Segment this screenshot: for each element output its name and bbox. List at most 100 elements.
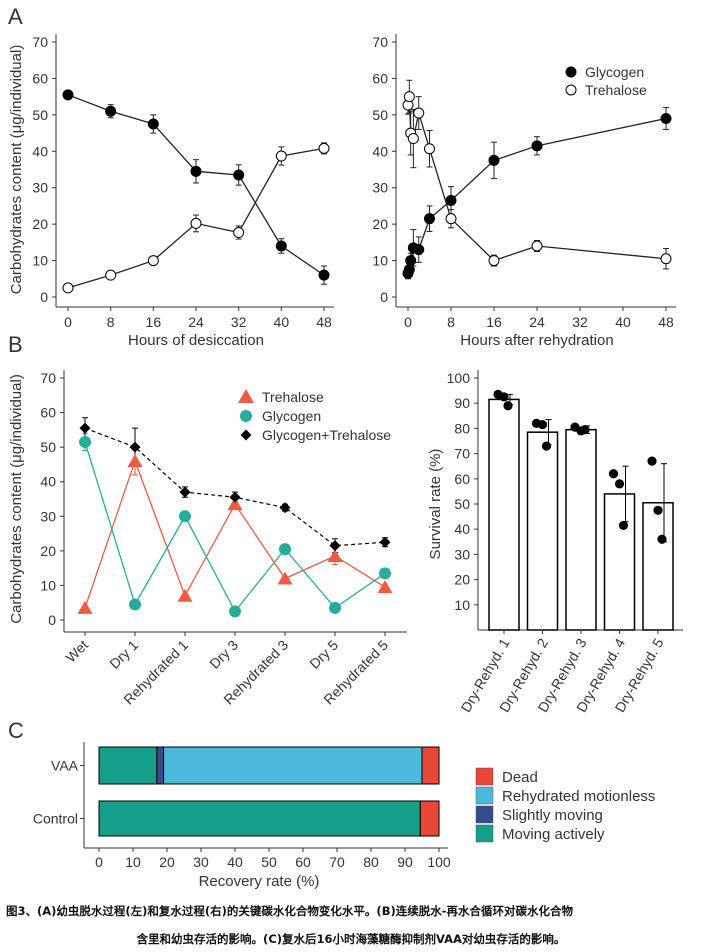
panel-a-left-glycogen-series-point (62, 89, 74, 101)
panel-a-left-x-tick-label: 40 (274, 314, 290, 330)
panel-b-left-trehalose-point (377, 580, 393, 594)
panel-c-legend-swatch (475, 805, 494, 824)
panel-b-left-total-series-line (84, 427, 386, 547)
panel-c-x-tick-label: 0 (95, 854, 103, 870)
panel-b-right-bar (526, 431, 559, 631)
panel-a-right-trehalose-series-point (488, 255, 500, 267)
panel-b-left-x-tick-label: Dry 5 (306, 637, 341, 672)
panel-b-left-glycogen-point (329, 601, 341, 614)
panel-c-segment-dead (421, 746, 440, 785)
panel-a-right-y-tick-label: 10 (372, 253, 388, 269)
panel-c-legend-label: Dead (502, 769, 538, 786)
panel-b-left-total-point (279, 502, 291, 514)
panel-b-left-total-point (379, 536, 391, 548)
panel-a-right-glycogen-series-point (413, 244, 425, 256)
panel-a-right-trehalose-series-point (424, 143, 435, 155)
panel-b-left-x-tick-label: Wet (62, 637, 91, 666)
panel-b-right-y-tick-label: 80 (454, 420, 470, 436)
panel-a-right-y-tick-label: 50 (372, 107, 388, 123)
panel-a-right-x-tick-label: 32 (572, 314, 588, 330)
figure-caption-line-2: 含里和幼虫存活的影响。(C)复水后16小时海藻糖酶抑制剂VAA对幼虫存活的影响。 (136, 932, 566, 946)
panel-b-left-legend-label: Glycogen+Trehalose (262, 427, 391, 443)
panel-a-left-x-tick-label: 0 (64, 314, 72, 330)
panel-c-legend-swatch (475, 824, 494, 843)
panel-b-right-replicate-point (537, 420, 548, 430)
panel-b-right-y-tick-label: 60 (454, 471, 470, 487)
panel-b-left-glycogen-series-line (84, 441, 386, 613)
panel-a-right-y-tick-label: 20 (372, 216, 388, 232)
panel-b-right-replicate-point (499, 392, 509, 402)
panel-a-left-trehalose-series-point (62, 282, 74, 294)
panel-b-left-y-tick-label: 0 (48, 612, 56, 628)
panel-a-left-trehalose-series-point (275, 150, 287, 162)
panel-a-left-glycogen-series-point (147, 118, 159, 130)
panel-letter-b: B (8, 332, 23, 357)
panel-c-x-tick-label: 40 (227, 854, 243, 870)
panel-a-right-y-tick-label: 60 (372, 70, 388, 86)
panel-c-segment-dead (419, 800, 440, 837)
panel-a-right-trehalose-series-line (407, 96, 667, 262)
panel-b-right-replicate-point (618, 520, 629, 531)
panel-a-left-y-tick-label: 70 (32, 34, 48, 50)
panel-letter-a: A (8, 4, 23, 29)
panel-b-left-y-tick-label: 10 (40, 577, 56, 593)
panel-a-right-x-tick-label: 0 (404, 314, 412, 330)
panel-b-right-y-tick-label: 70 (454, 446, 470, 462)
panel-b-right-bar (488, 398, 520, 631)
panel-a-right-trehalose-series-point (403, 91, 415, 103)
panel-a-right-x-tick-label: 8 (447, 314, 455, 330)
panel-a-left-glycogen-series-point (318, 269, 330, 281)
panel-b-left-y-axis-label: Carbohydrates content (μg/individual) (8, 374, 25, 624)
panel-c-segment-moving-actively (98, 800, 421, 837)
panel-b-right-replicate-point (614, 479, 625, 489)
panel-a-right-glycogen-series-point (424, 213, 435, 225)
panel-a-right-glycogen-series-point (531, 140, 543, 152)
panel-b-right-y-tick-label: 100 (447, 370, 471, 386)
panel-b-right-replicate-point (647, 456, 657, 466)
panel-a-left-y-tick-label: 60 (32, 70, 48, 86)
panel-b-left-legend-marker-glycogen (240, 410, 252, 422)
panel-a-left-glycogen-series-point (105, 105, 117, 117)
panel-c-y-tick-label: VAA (51, 758, 79, 774)
panel-a-right-trehalose-series-point (531, 240, 543, 252)
panel-c-legend-label: Moving actively (502, 826, 605, 843)
panel-b-right-y-tick-label: 10 (454, 597, 470, 613)
panel-c-x-tick-label: 70 (329, 854, 345, 870)
panel-c-x-tick-label: 80 (363, 854, 379, 870)
panel-b-left-trehalose-point (127, 453, 143, 467)
panel-b-left-y-tick-label: 40 (40, 474, 56, 490)
panel-c-segment-moving-actively (98, 746, 158, 785)
panel-c-legend-label: Rehydrated motionless (502, 788, 655, 805)
panel-b-right-y-tick-label: 90 (454, 395, 470, 411)
panel-b-left-legend-label: Trehalose (262, 389, 324, 405)
panel-a-left-trehalose-series-point (147, 255, 159, 267)
panel-a-right-glycogen-series-point (488, 154, 500, 166)
panel-a-left-x-axis-label: Hours of desiccation (128, 332, 264, 349)
panel-b-right-bar (642, 501, 674, 631)
panel-a-left-y-axis-label: Carbohydrates content (μg/individual) (8, 45, 25, 295)
panel-a-right-y-tick-label: 40 (372, 143, 388, 159)
panel-c-legend-swatch (475, 786, 494, 805)
panel-a-right-trehalose-series-point (660, 253, 672, 265)
panel-b-right-y-tick-label: 20 (454, 572, 470, 588)
panel-c-legend-swatch (475, 767, 494, 786)
panel-letter-c: C (8, 718, 24, 743)
panel-a-left-y-tick-label: 50 (32, 107, 48, 123)
panel-b-right-replicate-point (580, 425, 590, 435)
panel-c-x-tick-label: 20 (159, 854, 175, 870)
panel-c-x-tick-label: 10 (125, 854, 141, 870)
panel-b-left-trehalose-point (277, 571, 293, 585)
panel-b-left-y-tick-label: 20 (40, 543, 56, 559)
panel-c-x-tick-label: 60 (295, 854, 311, 870)
panel-b-right-y-axis-label: Survival rate (%) (427, 449, 444, 560)
panel-a-left-glycogen-series-point (233, 169, 245, 181)
panel-b-right-bar (565, 428, 597, 631)
panel-a-right-y-tick-label: 0 (380, 289, 388, 305)
panel-a-right-x-axis-label: Hours after rehydration (460, 332, 613, 349)
panel-b-left-glycogen-point (279, 543, 291, 556)
panel-b-right-replicate-point (657, 534, 667, 544)
panel-b-left-glycogen-point (379, 567, 391, 580)
panel-c-y-tick-label: Control (33, 811, 78, 827)
panel-c-x-tick-label: 50 (261, 854, 277, 870)
